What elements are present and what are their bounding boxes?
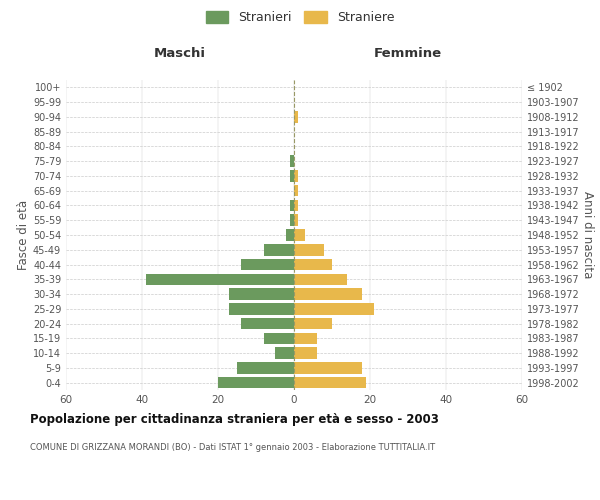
Bar [294, 377, 366, 388]
Bar [294, 259, 332, 270]
Text: Maschi: Maschi [154, 47, 206, 60]
Bar [294, 214, 298, 226]
Bar [290, 170, 294, 181]
Bar [294, 348, 317, 359]
Bar [294, 318, 332, 330]
Bar [241, 259, 294, 270]
Text: Femmine: Femmine [374, 47, 442, 60]
Bar [294, 229, 305, 241]
Bar [294, 288, 362, 300]
Bar [263, 332, 294, 344]
Bar [294, 274, 347, 285]
Y-axis label: Fasce di età: Fasce di età [17, 200, 30, 270]
Text: Popolazione per cittadinanza straniera per età e sesso - 2003: Popolazione per cittadinanza straniera p… [30, 412, 439, 426]
Bar [294, 200, 298, 211]
Bar [263, 244, 294, 256]
Bar [229, 288, 294, 300]
Bar [286, 229, 294, 241]
Bar [237, 362, 294, 374]
Bar [294, 332, 317, 344]
Y-axis label: Anni di nascita: Anni di nascita [581, 192, 593, 278]
Bar [229, 303, 294, 314]
Bar [290, 200, 294, 211]
Bar [146, 274, 294, 285]
Bar [294, 111, 298, 122]
Bar [290, 214, 294, 226]
Bar [294, 303, 374, 314]
Bar [294, 244, 325, 256]
Legend: Stranieri, Straniere: Stranieri, Straniere [201, 6, 399, 29]
Bar [218, 377, 294, 388]
Bar [294, 362, 362, 374]
Bar [241, 318, 294, 330]
Bar [275, 348, 294, 359]
Bar [294, 185, 298, 196]
Text: COMUNE DI GRIZZANA MORANDI (BO) - Dati ISTAT 1° gennaio 2003 - Elaborazione TUTT: COMUNE DI GRIZZANA MORANDI (BO) - Dati I… [30, 442, 435, 452]
Bar [290, 156, 294, 167]
Bar [294, 170, 298, 181]
